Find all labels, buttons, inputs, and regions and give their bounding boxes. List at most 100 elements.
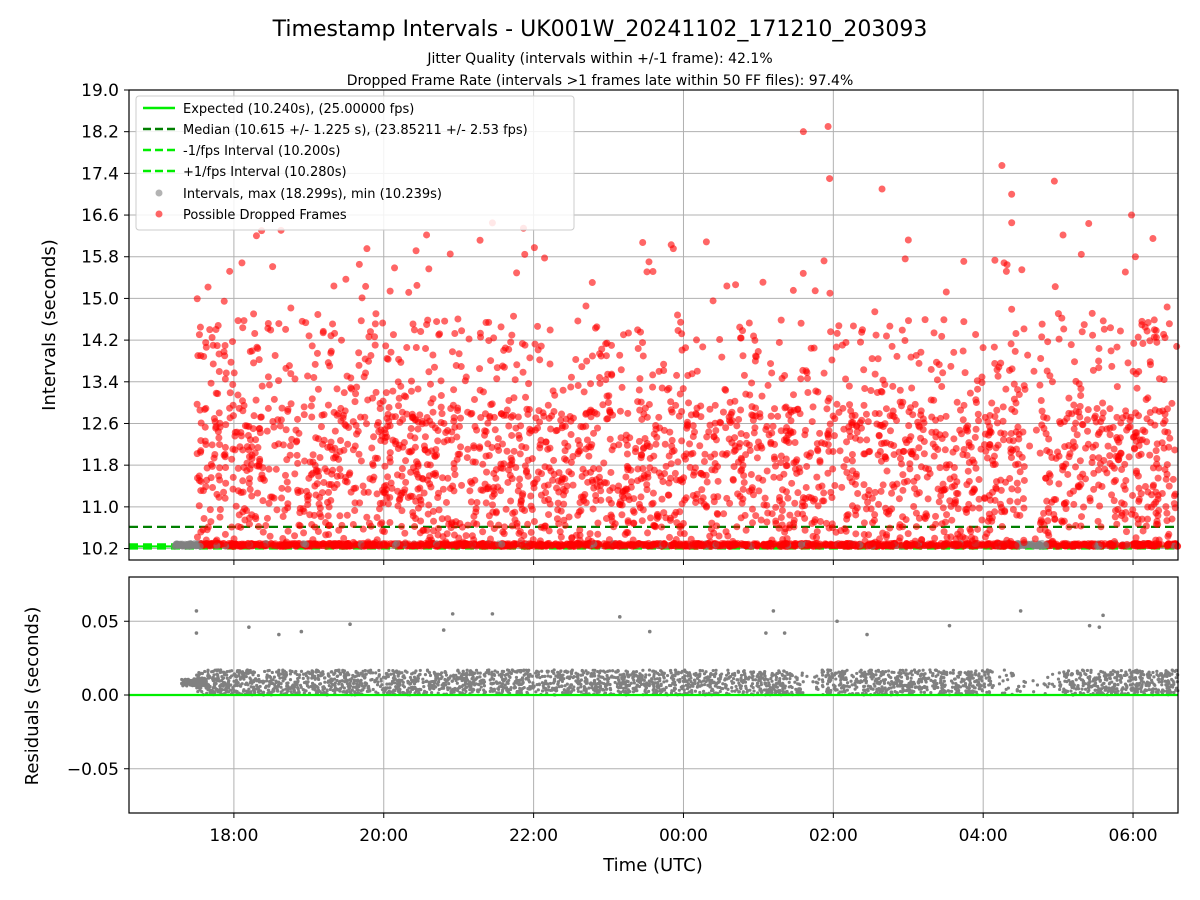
dropped-frame-point bbox=[254, 344, 262, 352]
dropped-frame-point bbox=[207, 379, 215, 387]
dropped-frame-point bbox=[330, 484, 338, 492]
dropped-frame-point bbox=[502, 505, 510, 513]
dropped-frame-point bbox=[439, 485, 447, 493]
dropped-frame-point bbox=[384, 355, 392, 363]
dropped-frame-point bbox=[710, 498, 718, 506]
dropped-frame-point bbox=[921, 316, 929, 324]
dropped-frame-point bbox=[1099, 399, 1107, 407]
dropped-frame-point bbox=[284, 504, 292, 512]
dropped-frame-point bbox=[706, 405, 714, 413]
dropped-frame-point bbox=[1015, 435, 1023, 443]
dropped-frame-point bbox=[429, 527, 437, 535]
residual-point bbox=[714, 671, 718, 676]
dropped-frame-point bbox=[220, 488, 228, 496]
dropped-frame-point bbox=[578, 363, 586, 371]
dropped-frame-point bbox=[683, 418, 691, 426]
dropped-frame-point bbox=[781, 371, 789, 379]
dropped-frame-point bbox=[865, 448, 873, 456]
dropped-frame-point bbox=[592, 491, 600, 499]
dropped-frame-point bbox=[526, 354, 534, 362]
dropped-frame-point bbox=[924, 495, 932, 503]
dropped-frame-point bbox=[772, 503, 780, 511]
dropped-frame-point bbox=[911, 537, 919, 545]
dropped-frame-point bbox=[1111, 513, 1119, 521]
legend-box bbox=[135, 95, 575, 231]
dropped-frame-point bbox=[832, 343, 840, 351]
dropped-frame-point bbox=[1059, 231, 1067, 239]
dropped-frame-point bbox=[1126, 416, 1134, 424]
dropped-frame-point bbox=[508, 431, 516, 439]
dropped-frame-point bbox=[861, 537, 869, 545]
dropped-frame-point bbox=[792, 540, 800, 548]
dropped-frame-point bbox=[307, 402, 315, 410]
dropped-frame-point bbox=[729, 537, 737, 545]
dropped-frame-point bbox=[437, 377, 445, 385]
residual-point bbox=[866, 672, 871, 676]
dropped-frame-point bbox=[504, 478, 512, 486]
dropped-frame-point bbox=[325, 530, 333, 538]
dropped-frame-point bbox=[202, 536, 210, 544]
dropped-frame-point bbox=[1048, 378, 1056, 386]
dropped-frame-point bbox=[1045, 531, 1053, 539]
dropped-frame-point bbox=[914, 418, 922, 426]
residual-point bbox=[983, 673, 987, 677]
dropped-frame-point bbox=[349, 538, 357, 546]
dropped-frame-point bbox=[353, 430, 361, 438]
dropped-frame-point bbox=[813, 440, 821, 448]
dropped-frame-point bbox=[429, 507, 437, 515]
dropped-frame-point bbox=[890, 413, 898, 421]
dropped-frame-point bbox=[256, 457, 264, 465]
dropped-frame-point bbox=[835, 408, 843, 416]
dropped-frame-point bbox=[691, 428, 699, 436]
dropped-frame-point bbox=[412, 344, 420, 352]
dropped-frame-point bbox=[324, 401, 332, 409]
dropped-frame-point bbox=[645, 258, 653, 266]
dropped-frame-point bbox=[896, 455, 904, 463]
dropped-frame-point bbox=[802, 367, 810, 375]
residual-point bbox=[739, 673, 744, 677]
dropped-frame-point bbox=[590, 429, 598, 437]
dropped-frame-point bbox=[907, 433, 915, 441]
dropped-frame-point bbox=[410, 326, 418, 334]
dropped-frame-point bbox=[250, 359, 258, 367]
dropped-frame-point bbox=[639, 238, 647, 246]
dropped-frame-point bbox=[416, 411, 424, 419]
dropped-frame-point bbox=[221, 375, 229, 383]
dropped-frame-point bbox=[425, 501, 433, 509]
dropped-frame-point bbox=[1043, 414, 1051, 422]
dropped-frame-point bbox=[473, 498, 481, 506]
dropped-frame-point bbox=[1118, 466, 1126, 474]
dropped-frame-point bbox=[551, 391, 559, 399]
dropped-frame-point bbox=[829, 465, 837, 473]
dropped-frame-point bbox=[888, 342, 896, 350]
dropped-frame-point bbox=[557, 533, 565, 541]
dropped-frame-point bbox=[671, 469, 679, 477]
dropped-frame-point bbox=[974, 525, 982, 533]
dropped-frame-point bbox=[574, 381, 582, 389]
dropped-frame-point bbox=[666, 428, 674, 436]
dropped-frame-point bbox=[1095, 357, 1103, 365]
dropped-frame-point bbox=[1107, 347, 1115, 355]
dropped-frame-point bbox=[629, 536, 637, 544]
dropped-frame-point bbox=[1115, 456, 1123, 464]
dropped-frame-point bbox=[1135, 368, 1143, 376]
dropped-frame-point bbox=[444, 515, 452, 523]
dropped-frame-point bbox=[221, 450, 229, 458]
dropped-frame-point bbox=[313, 349, 321, 357]
dropped-frame-point bbox=[555, 469, 563, 477]
dropped-frame-point bbox=[452, 362, 460, 370]
dropped-frame-point bbox=[636, 375, 644, 383]
dropped-frame-point bbox=[201, 423, 209, 431]
dropped-frame-point bbox=[733, 523, 741, 531]
dropped-frame-point bbox=[449, 401, 457, 409]
dropped-frame-point bbox=[1142, 395, 1150, 403]
dropped-frame-point bbox=[860, 531, 868, 539]
dropped-frame-point bbox=[874, 355, 882, 363]
dropped-frame-point bbox=[1100, 325, 1108, 333]
dropped-frame-point bbox=[1062, 460, 1070, 468]
dropped-frame-point bbox=[762, 426, 770, 434]
dropped-frame-point bbox=[616, 500, 624, 508]
dropped-frame-point bbox=[783, 423, 791, 431]
dropped-frame-point bbox=[652, 422, 660, 430]
dropped-frame-point bbox=[229, 401, 237, 409]
